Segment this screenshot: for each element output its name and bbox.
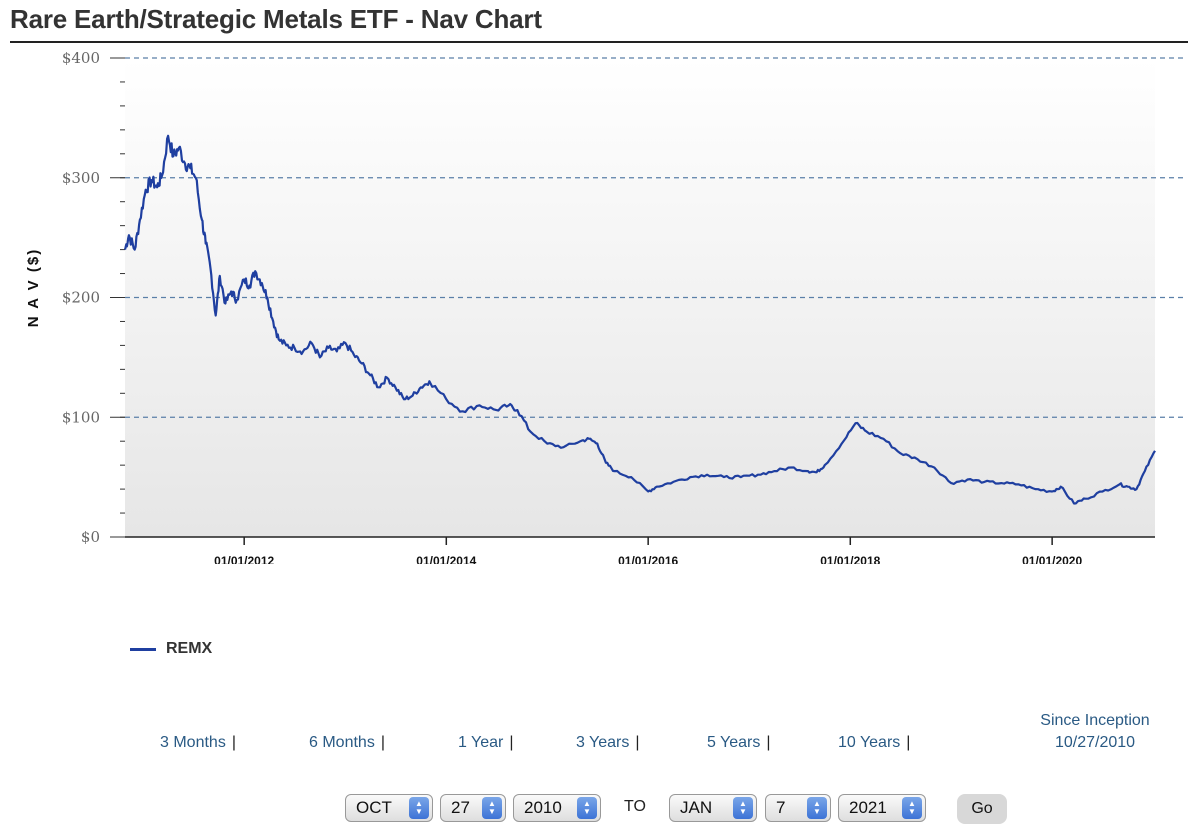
range-6-months-label: 6 Months — [309, 734, 375, 751]
y-tick-label: $200 — [62, 289, 100, 307]
go-button[interactable]: Go — [957, 794, 1007, 824]
from-month-value: OCT — [356, 798, 392, 817]
x-axis-ticks: 01/01/2012 01/01/2014 01/01/2016 01/01/2018… — [214, 537, 1082, 564]
select-arrows-icon: ▲ ▼ — [409, 797, 429, 819]
from-day-value: 27 — [451, 798, 470, 817]
to-month-select[interactable]: JAN ▲ ▼ — [669, 794, 757, 822]
x-tick-label: 01/01/2018 — [820, 554, 880, 564]
range-separator: | — [906, 734, 911, 751]
range-3-years-link[interactable]: 3 Years | — [576, 734, 640, 752]
range-3-years-label: 3 Years — [576, 734, 630, 751]
range-since-inception-link[interactable]: Since Inception 10/27/2010 — [1020, 710, 1170, 754]
chart-legend: REMX — [130, 640, 212, 658]
date-range-controls: OCT ▲ ▼ 27 ▲ ▼ 2010 ▲ ▼ TO JAN ▲ ▼ 7 ▲ ▼ 2021… — [0, 794, 1200, 826]
page-title: Rare Earth/Strategic Metals ETF - Nav Ch… — [10, 4, 542, 34]
inception-date: 10/27/2010 — [1054, 734, 1136, 751]
y-tick-label: $400 — [62, 49, 100, 67]
select-arrows-icon: ▲ ▼ — [902, 797, 922, 819]
range-links: 3 Months | 6 Months | 1 Year | 3 Years | 5 Y… — [0, 700, 1200, 760]
from-day-select[interactable]: 27 ▲ ▼ — [440, 794, 506, 822]
series-line-remx — [123, 134, 1156, 505]
range-1-year-label: 1 Year — [458, 734, 504, 751]
y-tick-label: $300 — [62, 169, 100, 187]
to-day-value: 7 — [776, 798, 786, 817]
since-inception-label: Since Inception — [1040, 712, 1150, 729]
to-month-value: JAN — [680, 798, 713, 817]
range-10-years-label: 10 Years — [838, 734, 901, 751]
select-arrows-icon: ▲ ▼ — [733, 797, 753, 819]
to-year-select[interactable]: 2021 ▲ ▼ — [838, 794, 926, 822]
range-separator: | — [509, 734, 514, 751]
y-axis-ticks: $0 $100 $200 $300 $400 — [62, 49, 125, 546]
range-3-months-label: 3 Months — [160, 734, 226, 751]
range-1-year-link[interactable]: 1 Year | — [458, 734, 514, 752]
title-divider — [10, 41, 1188, 43]
select-arrows-icon: ▲ ▼ — [577, 797, 597, 819]
range-10-years-link[interactable]: 10 Years | — [838, 734, 910, 752]
x-tick-label: 01/01/2012 — [214, 554, 274, 564]
select-arrows-icon: ▲ ▼ — [482, 797, 502, 819]
range-separator: | — [231, 734, 236, 751]
range-5-years-label: 5 Years — [707, 734, 761, 751]
to-year-value: 2021 — [849, 798, 887, 817]
select-arrows-icon: ▲ ▼ — [807, 797, 827, 819]
legend-swatch-remx — [130, 647, 156, 651]
range-separator: | — [380, 734, 385, 751]
range-5-years-link[interactable]: 5 Years | — [707, 734, 771, 752]
y-tick-label: $100 — [62, 408, 100, 426]
range-3-months-link[interactable]: 3 Months | — [160, 734, 236, 752]
x-tick-label: 01/01/2020 — [1022, 554, 1082, 564]
range-6-months-link[interactable]: 6 Months | — [309, 734, 385, 752]
x-tick-label: 01/01/2014 — [416, 554, 476, 564]
range-separator: | — [766, 734, 771, 751]
y-tick-label: $0 — [81, 528, 100, 546]
y-axis-label: N A V ($) — [25, 248, 42, 327]
from-year-value: 2010 — [524, 798, 562, 817]
to-label: TO — [624, 798, 646, 815]
nav-chart: $0$100$200$300$400 01/01/2012 01/01/2014 0… — [25, 49, 1183, 564]
to-day-select[interactable]: 7 ▲ ▼ — [765, 794, 831, 822]
legend-label-remx: REMX — [166, 640, 213, 657]
range-separator: | — [635, 734, 640, 751]
x-tick-label: 01/01/2016 — [618, 554, 678, 564]
from-year-select[interactable]: 2010 ▲ ▼ — [513, 794, 601, 822]
from-month-select[interactable]: OCT ▲ ▼ — [345, 794, 433, 822]
